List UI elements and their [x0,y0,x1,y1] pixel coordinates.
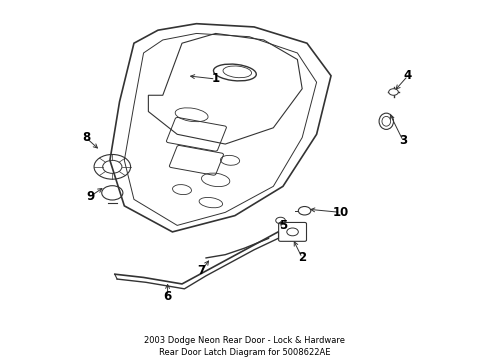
Text: 1: 1 [211,72,219,85]
Text: 6: 6 [163,291,171,303]
Text: 2003 Dodge Neon Rear Door - Lock & Hardware
Rear Door Latch Diagram for 5008622A: 2003 Dodge Neon Rear Door - Lock & Hardw… [143,336,345,357]
Text: 8: 8 [81,131,90,144]
Text: 7: 7 [197,265,205,278]
Circle shape [388,89,398,95]
Text: 5: 5 [278,219,286,232]
Text: 10: 10 [332,206,348,219]
Text: 2: 2 [298,251,305,264]
Text: 9: 9 [86,190,95,203]
Text: 3: 3 [398,134,407,147]
Text: 4: 4 [403,69,411,82]
